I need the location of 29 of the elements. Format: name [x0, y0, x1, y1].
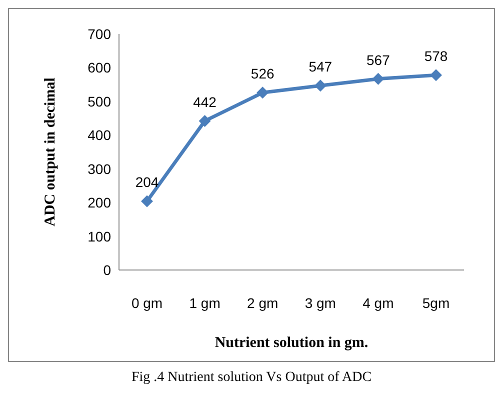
- y-tick-label: 200: [88, 194, 112, 211]
- data-label: 578: [424, 48, 448, 64]
- data-label: 204: [135, 174, 159, 190]
- data-label: 567: [366, 52, 390, 68]
- x-tick-label: 0 gm: [131, 294, 163, 311]
- x-tick-label: 1 gm: [189, 294, 220, 311]
- data-label: 526: [250, 66, 274, 82]
- x-tick-label: 5gm: [422, 294, 450, 311]
- x-tick-label: 3 gm: [304, 294, 336, 311]
- y-tick-label: 600: [88, 60, 112, 76]
- text: Fig .4 Nutrient solution Vs Output of ADC: [130, 370, 373, 386]
- y-tick-label: 300: [88, 160, 112, 177]
- y-tick-label: 0: [103, 262, 112, 278]
- point: [256, 86, 269, 99]
- x-tick-label: 2 gm: [247, 294, 278, 311]
- point: [430, 69, 442, 82]
- point: [141, 195, 153, 208]
- data-label: 442: [193, 94, 217, 110]
- x-axis-title: Nutrient solution in gm.: [214, 335, 368, 351]
- y-tick-label: 400: [88, 127, 112, 144]
- point: [372, 72, 384, 85]
- data-label: 547: [308, 58, 332, 75]
- point: [198, 114, 211, 127]
- y-axis-title: ADC output in decimal: [42, 78, 58, 226]
- y-tick-label: 700: [88, 26, 112, 42]
- x-tick-label: 4 gm: [362, 294, 394, 311]
- point: [314, 80, 326, 92]
- y-tick-label: 500: [88, 93, 112, 110]
- y-tick-label: 100: [88, 228, 112, 244]
